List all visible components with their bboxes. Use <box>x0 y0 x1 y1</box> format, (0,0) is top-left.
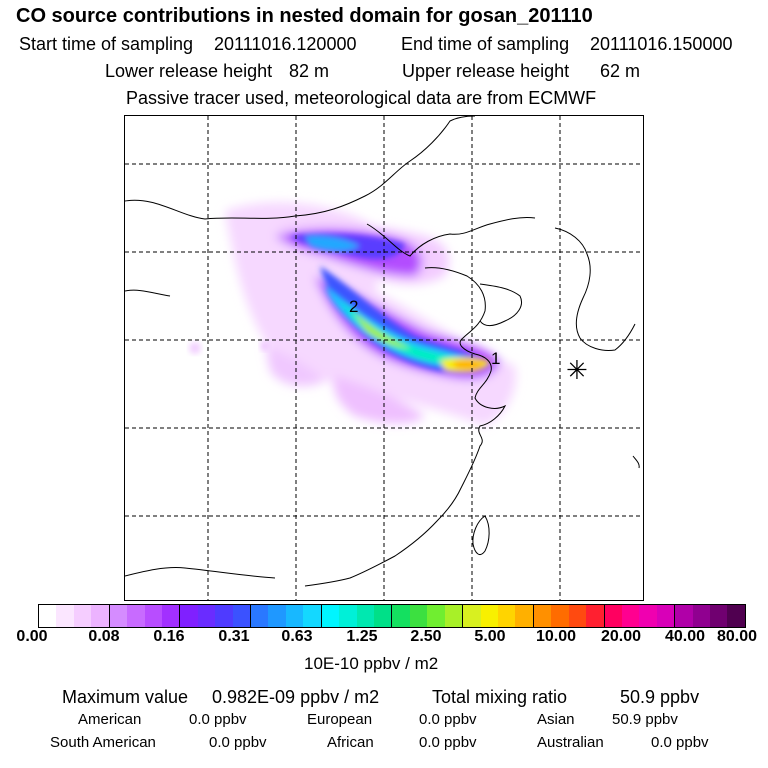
region-australian-label: Australian <box>537 734 604 751</box>
colorbar-tick-8: 10.00 <box>535 628 577 645</box>
colorbar-swatch <box>232 605 252 627</box>
colorbar-swatch <box>710 605 728 627</box>
colorbar-swatch <box>321 605 340 627</box>
colorbar-swatch <box>463 605 481 627</box>
colorbar-swatch <box>497 605 516 627</box>
colorbar-swatch <box>251 605 269 627</box>
colorbar-swatch <box>568 605 587 627</box>
start-time-value: 20111016.120000 <box>214 34 357 54</box>
region-african-value: 0.0 ppbv <box>419 734 477 751</box>
colorbar-swatch <box>427 605 445 627</box>
colorbar-swatch <box>127 605 145 627</box>
colorbar-swatch <box>73 605 92 627</box>
colorbar-swatch <box>91 605 110 627</box>
colorbar-swatch <box>515 605 534 627</box>
end-time-label: End time of sampling <box>401 34 570 54</box>
colorbar-tick-1: 0.08 <box>88 628 120 645</box>
colorbar-swatch <box>533 605 552 627</box>
graticule <box>125 116 643 600</box>
colorbar-tick-2: 0.16 <box>153 628 185 645</box>
co-plume <box>189 202 516 426</box>
region-european-value: 0.0 ppbv <box>419 711 477 728</box>
region-american-value: 0.0 ppbv <box>189 711 247 728</box>
colorbar-swatch <box>161 605 181 627</box>
colorbar-swatch <box>639 605 657 627</box>
colorbar-swatch <box>109 605 128 627</box>
page-title: CO source contributions in nested domain… <box>16 5 593 27</box>
upper-release-label: Upper release height <box>402 61 570 81</box>
total-mixing-label: Total mixing ratio <box>432 687 568 707</box>
colorbar-swatch <box>144 605 162 627</box>
receptor-star-icon: ✳ <box>566 356 588 386</box>
colorbar-swatch <box>356 605 375 627</box>
colorbar-tick-11: 80.00 <box>716 628 758 645</box>
colorbar-swatch <box>656 605 676 627</box>
model-note: Passive tracer used, meteorological data… <box>126 88 597 108</box>
colorbar-swatch <box>444 605 464 627</box>
colorbar-swatch <box>480 605 498 627</box>
region-asian-value: 50.9 ppbv <box>612 711 678 728</box>
lower-release-label: Lower release height <box>105 61 273 81</box>
region-african-label: African <box>327 734 374 751</box>
colorbar-swatch <box>392 605 410 627</box>
colorbar-tick-7: 5.00 <box>474 628 506 645</box>
colorbar-swatch <box>727 605 745 627</box>
region-south-american-label: South American <box>50 734 156 751</box>
colorbar-swatch <box>268 605 286 627</box>
colorbar-tick-5: 1.25 <box>346 628 378 645</box>
colorbar-unit: 10E-10 ppbv / m2 <box>304 654 439 673</box>
source-marker-2: 2 <box>349 297 358 316</box>
color-scale-bar <box>38 604 746 628</box>
coastline <box>125 116 640 587</box>
map-panel: 1 2 ✳ <box>124 115 644 601</box>
colorbar-tick-4: 0.63 <box>281 628 313 645</box>
start-time-label: Start time of sampling <box>19 34 194 54</box>
colorbar-swatch <box>56 605 74 627</box>
upper-release-value: 62 m <box>600 61 641 81</box>
colorbar-tick-6: 2.50 <box>410 628 442 645</box>
colorbar-swatch <box>692 605 711 627</box>
region-american-label: American <box>78 711 142 728</box>
region-australian-value: 0.0 ppbv <box>651 734 709 751</box>
colorbar-swatch <box>409 605 428 627</box>
region-european-label: European <box>307 711 373 728</box>
region-asian-label: Asian <box>537 711 575 728</box>
colorbar-swatch <box>339 605 357 627</box>
colorbar-swatch <box>551 605 569 627</box>
colorbar-tick-0: 0.00 <box>16 628 48 645</box>
colorbar-swatch <box>586 605 605 627</box>
region-south-american-value: 0.0 ppbv <box>209 734 267 751</box>
colorbar-swatch <box>621 605 640 627</box>
colorbar-swatch <box>197 605 216 627</box>
lower-release-value: 82 m <box>289 61 330 81</box>
colorbar-swatch <box>303 605 322 627</box>
max-value: 0.982E-09 ppbv / m2 <box>212 687 380 707</box>
end-time-value: 20111016.150000 <box>590 34 733 54</box>
colorbar-swatch <box>180 605 198 627</box>
colorbar-swatch <box>285 605 304 627</box>
total-mixing-value: 50.9 ppbv <box>620 687 700 707</box>
colorbar-tick-3: 0.31 <box>218 628 250 645</box>
map-canvas: 1 2 ✳ <box>125 116 643 600</box>
colorbar-tick-10: 40.00 <box>664 628 706 645</box>
colorbar-swatch <box>675 605 693 627</box>
source-marker-1: 1 <box>491 349 500 368</box>
colorbar-swatch <box>215 605 233 627</box>
colorbar-swatch <box>374 605 393 627</box>
colorbar-swatch <box>39 605 57 627</box>
max-value-label: Maximum value <box>62 687 189 707</box>
colorbar-tick-9: 20.00 <box>600 628 642 645</box>
colorbar-swatch <box>604 605 622 627</box>
